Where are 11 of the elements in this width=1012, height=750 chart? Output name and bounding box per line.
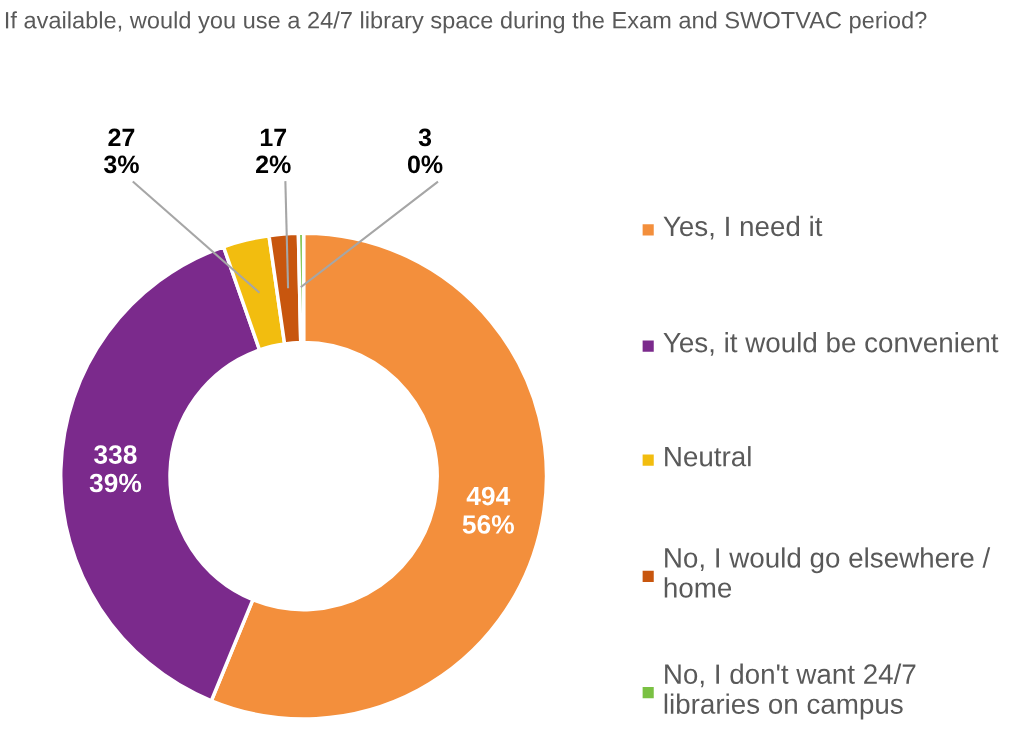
legend-label: No, I don't want 24/7 libraries on campus [664,663,916,720]
data-label: 27 3% [103,128,139,174]
legend-label: Yes, it would be convenient [663,332,999,356]
data-label: 3 0% [407,128,443,174]
legend-label: Yes, I need it [663,215,823,240]
legend-label: No, I would go elsewhere / home [664,547,991,598]
data-label: 494 56% [462,486,514,534]
data-label: 338 39% [89,445,142,493]
chart-title: If available, would you use a 24/7 library space during the Exam and SWOTVAC period? [5,11,927,34]
legend-label: Neutral [665,446,751,467]
data-label: 17 2% [256,128,291,174]
